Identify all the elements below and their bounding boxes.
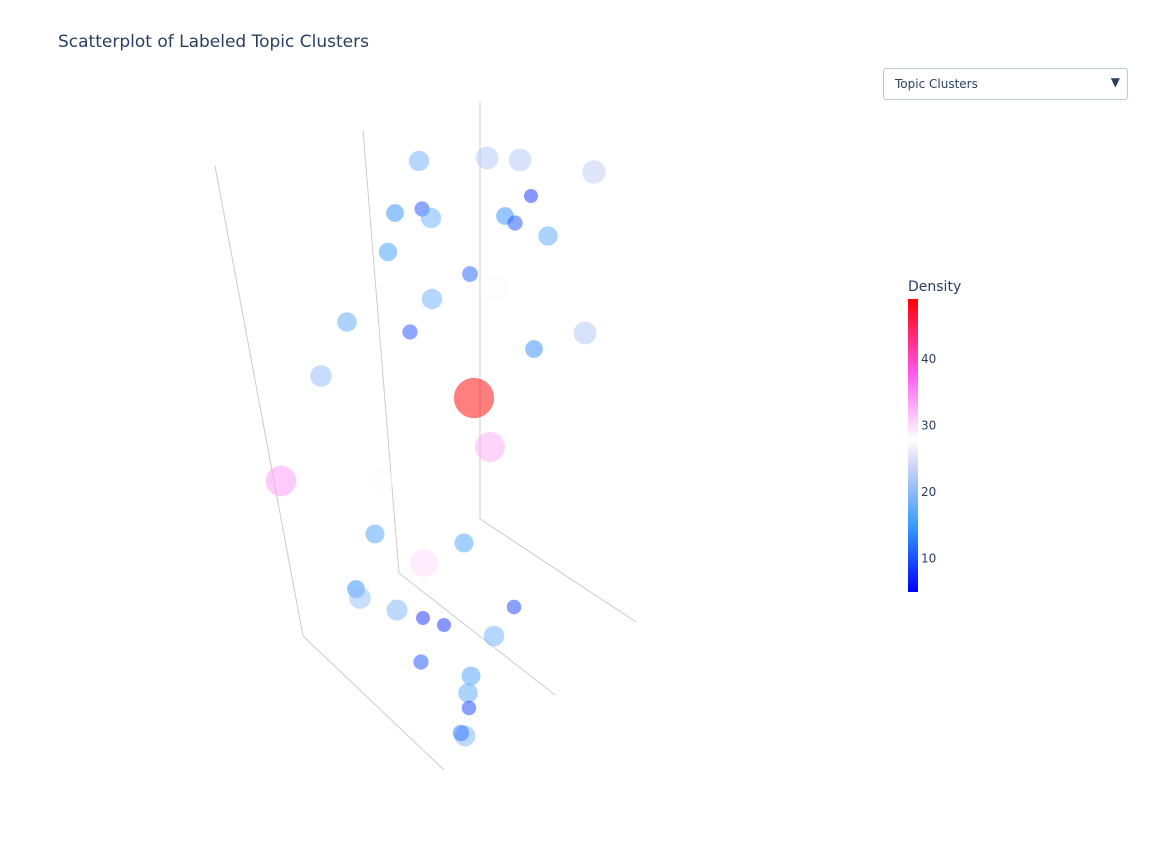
data-point[interactable] (507, 215, 523, 231)
colorbar-tick-label: 30 (921, 419, 936, 433)
data-point[interactable] (538, 226, 558, 246)
data-point[interactable] (475, 432, 505, 462)
data-point[interactable] (458, 683, 478, 703)
chart-title: Scatterplot of Labeled Topic Clusters (58, 32, 369, 52)
data-point[interactable] (437, 618, 451, 632)
data-point[interactable] (349, 587, 371, 609)
data-point[interactable] (410, 549, 438, 577)
colorbar-tick-label: 10 (921, 552, 936, 566)
data-point[interactable] (386, 204, 404, 222)
data-point[interactable] (365, 524, 385, 544)
data-point[interactable] (453, 377, 495, 419)
colorbar-title: Density (908, 279, 961, 295)
dropdown-selected-label: Topic Clusters (895, 77, 978, 91)
data-point[interactable] (421, 288, 443, 310)
data-point[interactable] (265, 465, 297, 497)
data-point[interactable] (402, 324, 418, 340)
data-point[interactable] (416, 611, 430, 625)
data-point[interactable] (337, 312, 357, 332)
data-point[interactable] (483, 625, 505, 647)
data-point[interactable] (413, 654, 429, 670)
data-point[interactable] (482, 274, 510, 302)
data-point[interactable] (461, 700, 477, 716)
axis-line (479, 518, 637, 623)
data-point[interactable] (454, 533, 474, 553)
colorbar: Density 10 20 30 40 (908, 279, 961, 592)
chevron-down-icon: ▼ (1110, 75, 1120, 89)
data-point[interactable] (462, 266, 478, 282)
data-point[interactable] (378, 242, 398, 262)
data-point[interactable] (452, 724, 470, 742)
data-point[interactable] (506, 599, 522, 615)
data-point[interactable] (508, 148, 532, 172)
data-point[interactable] (366, 467, 394, 495)
data-points (265, 146, 606, 747)
data-point[interactable] (524, 189, 538, 203)
colorbar-tick-label: 20 (921, 485, 936, 499)
colorbar-gradient (908, 299, 918, 592)
data-point[interactable] (475, 146, 499, 170)
data-point[interactable] (420, 207, 442, 229)
axis-line (398, 572, 556, 696)
axis-lines (214, 101, 637, 771)
data-point[interactable] (573, 321, 597, 345)
data-point[interactable] (582, 160, 606, 184)
data-point[interactable] (310, 365, 332, 387)
data-point[interactable] (461, 666, 481, 686)
axis-line (214, 165, 304, 637)
colorbar-ticks: 10 20 30 40 (921, 352, 936, 566)
data-point[interactable] (408, 150, 430, 172)
data-point[interactable] (525, 340, 543, 358)
data-point[interactable] (386, 599, 408, 621)
axis-line (302, 635, 445, 771)
topic-clusters-dropdown[interactable]: Topic Clusters ▼ (883, 68, 1128, 100)
colorbar-tick-label: 40 (921, 352, 936, 366)
axis-line (362, 129, 400, 574)
